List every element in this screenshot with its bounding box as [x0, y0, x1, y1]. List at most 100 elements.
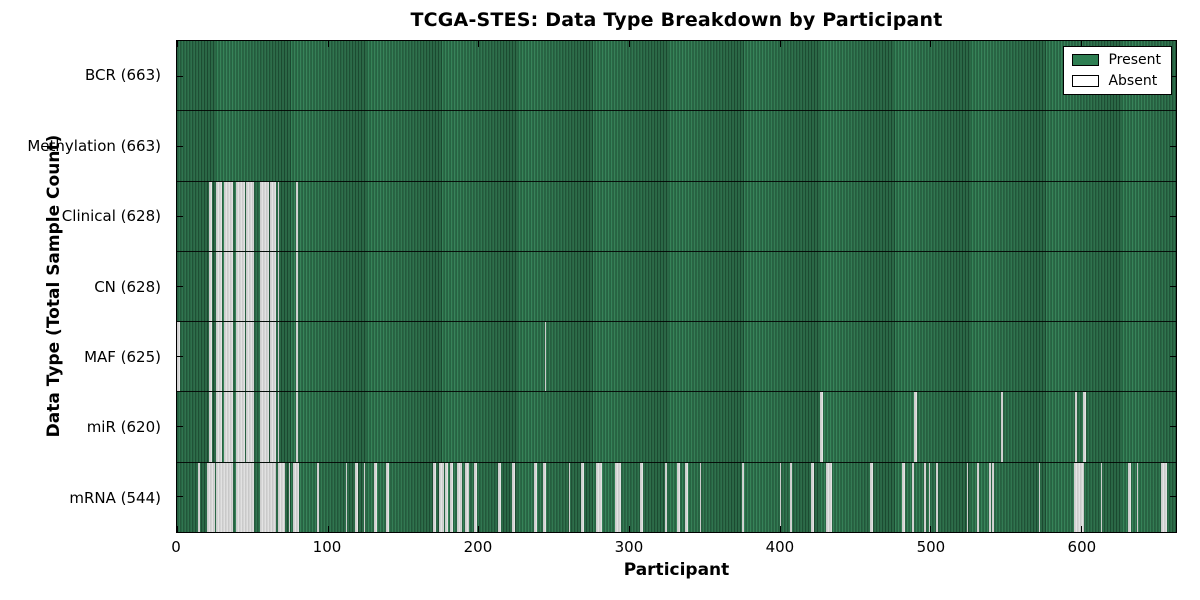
x-tick-mark [177, 41, 178, 47]
absent-stripe [445, 462, 449, 532]
y-tick-mark [1170, 356, 1176, 358]
absent-stripe [386, 462, 390, 532]
data-row-methylation [177, 110, 1176, 181]
absent-stripe [457, 462, 462, 532]
absent-stripe [216, 392, 223, 462]
absent-stripe [742, 462, 744, 532]
presence-matrix [177, 41, 1176, 532]
absent-stripe [439, 462, 444, 532]
data-row-clinical [177, 180, 1176, 251]
absent-stripe [246, 251, 254, 322]
absent-stripe [354, 462, 358, 532]
absent-stripe [317, 462, 319, 532]
absent-stripe [615, 462, 622, 532]
absent-stripe [216, 322, 223, 392]
absent-stripe [699, 462, 702, 532]
absent-stripe [208, 181, 212, 251]
absent-stripe [235, 322, 245, 392]
absent-stripe [216, 181, 223, 251]
absent-stripe [580, 462, 584, 532]
y-tick-mark [1170, 286, 1176, 287]
absent-stripe [595, 462, 602, 532]
absent-stripe [639, 462, 643, 532]
legend-label-present: Present [1108, 52, 1161, 68]
absent-stripe [223, 181, 233, 251]
absent-stripe [568, 462, 571, 532]
x-tick-mark [327, 41, 329, 47]
absent-stripe [277, 322, 280, 392]
x-axis-label: Participant [623, 560, 730, 580]
absent-stripe [207, 462, 215, 532]
absent-stripe [246, 181, 254, 251]
absent-stripe [208, 322, 212, 392]
y-tick-labels: BCR (663) Methylation (663) Clinical (628)… [0, 40, 168, 533]
absent-stripe [928, 462, 931, 532]
absent-stripe [449, 462, 453, 532]
absent-stripe [223, 251, 233, 322]
absent-stripe [1001, 392, 1003, 462]
absent-stripe [464, 462, 470, 532]
absent-stripe [235, 462, 254, 532]
data-row-maf [177, 321, 1176, 392]
x-tick-mark [629, 41, 631, 47]
absent-stripe [684, 462, 688, 532]
absent-stripe [363, 462, 366, 532]
absent-swatch [1072, 75, 1100, 87]
absent-stripe [511, 462, 515, 532]
x-tick-mark [478, 526, 480, 532]
absent-stripe [277, 392, 280, 462]
absent-stripe [259, 392, 269, 462]
y-tick-mark [177, 286, 183, 287]
legend-item-absent: Absent [1072, 74, 1161, 88]
y-tick-label-mir: miR (620) [86, 418, 161, 437]
absent-stripe [296, 181, 298, 251]
legend: Present Absent [1063, 46, 1172, 95]
absent-stripe [1038, 462, 1041, 532]
absent-stripe [779, 462, 782, 532]
absent-stripe [820, 392, 824, 462]
absent-stripe [296, 251, 298, 322]
absent-stripe [1136, 462, 1139, 532]
absent-stripe [259, 462, 277, 532]
absent-stripe [966, 462, 969, 532]
absent-stripe [1075, 392, 1077, 462]
absent-stripe [345, 462, 348, 532]
chart-title: TCGA-STES: Data Type Breakdown by Partic… [410, 9, 943, 31]
absent-stripe [534, 462, 538, 532]
absent-stripe [288, 462, 290, 532]
absent-stripe [677, 462, 681, 532]
absent-stripe [497, 462, 501, 532]
absent-stripe [374, 462, 378, 532]
absent-stripe [296, 392, 298, 462]
x-tick-label-100: 100 [312, 538, 342, 556]
absent-stripe [665, 462, 667, 532]
absent-stripe [296, 322, 298, 392]
y-tick-mark [1170, 496, 1176, 498]
legend-item-present: Present [1072, 53, 1161, 67]
absent-stripe [216, 462, 233, 532]
x-tick-label-400: 400 [765, 538, 795, 556]
y-tick-label-methylation: Methylation (663) [27, 136, 161, 155]
absent-stripe [826, 462, 833, 532]
absent-stripe [989, 462, 991, 532]
y-tick-label-maf: MAF (625) [84, 347, 161, 366]
absent-stripe [433, 462, 437, 532]
data-row-mrna [177, 461, 1176, 532]
x-tick-labels: 0 100 200 300 400 500 600 [171, 538, 1177, 556]
x-tick-mark [478, 41, 480, 47]
absent-stripe [223, 322, 233, 392]
plot-area: Present Absent [176, 40, 1177, 533]
absent-stripe [235, 181, 245, 251]
absent-stripe [223, 392, 233, 462]
x-tick-mark [1081, 41, 1083, 47]
absent-stripe [270, 392, 277, 462]
x-tick-label-600: 600 [1067, 538, 1097, 556]
x-tick-mark [779, 41, 781, 47]
y-tick-mark [177, 496, 183, 498]
x-tick-mark [779, 526, 781, 532]
x-tick-mark [327, 526, 329, 532]
present-swatch [1072, 54, 1100, 66]
x-tick-label-200: 200 [463, 538, 493, 556]
absent-stripe [1127, 462, 1131, 532]
absent-stripe [992, 462, 994, 532]
